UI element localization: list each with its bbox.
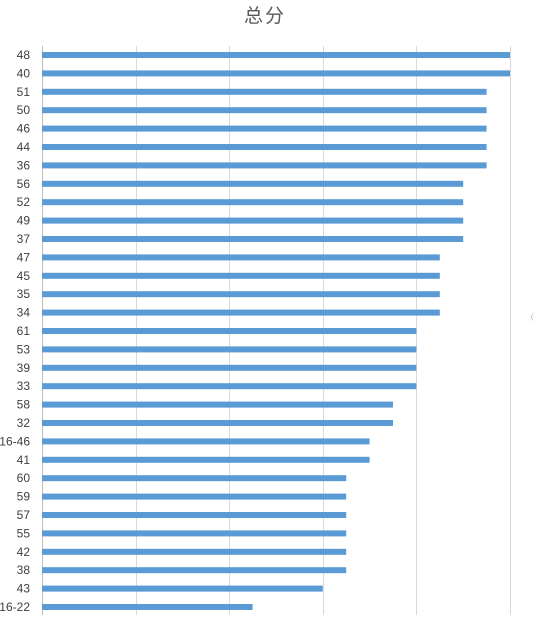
bar-41 <box>42 456 370 463</box>
bar-44 <box>42 144 487 150</box>
category-label: 36 <box>17 158 31 172</box>
category-label: 60 <box>17 471 31 485</box>
bar-56 <box>42 180 464 187</box>
category-label: 50 <box>17 103 31 117</box>
category-label: 46 <box>17 122 31 136</box>
bar-46 <box>42 125 487 132</box>
category-label: 49 <box>17 214 31 228</box>
category-label: 33 <box>17 379 31 393</box>
category-label: 47 <box>17 250 31 264</box>
category-label: 16-22 <box>0 600 30 614</box>
category-label: 41 <box>17 453 31 467</box>
chart-edge-handle <box>531 313 535 321</box>
category-label: 32 <box>17 416 31 430</box>
category-label: 39 <box>17 361 31 375</box>
category-label: 55 <box>17 526 31 540</box>
category-label: 43 <box>17 582 31 596</box>
bar-32 <box>42 420 393 426</box>
bar-16-22 <box>42 604 253 610</box>
bar-47 <box>42 254 440 261</box>
bar-34 <box>42 309 440 316</box>
bar-55 <box>42 530 347 537</box>
bar-35 <box>42 291 440 298</box>
category-label: 59 <box>17 490 31 504</box>
bar-43 <box>42 585 323 592</box>
category-label: 44 <box>17 140 31 154</box>
bars <box>42 52 510 610</box>
bar-33 <box>42 383 417 390</box>
bar-39 <box>42 364 417 371</box>
category-label: 40 <box>17 66 31 80</box>
category-label: 56 <box>17 177 31 191</box>
bar-42 <box>42 548 347 555</box>
category-label: 58 <box>17 398 31 412</box>
category-label: 34 <box>17 306 31 320</box>
bar-53 <box>42 346 417 353</box>
category-label: 53 <box>17 342 31 356</box>
bar-59 <box>42 493 347 500</box>
bar-37 <box>42 236 464 242</box>
bar-16-46 <box>42 438 370 445</box>
category-label: 16-46 <box>0 434 30 448</box>
bar-52 <box>42 199 464 206</box>
bar-40 <box>42 70 510 77</box>
bar-45 <box>42 272 440 279</box>
bar-48 <box>42 52 510 58</box>
category-label: 35 <box>17 287 31 301</box>
category-label: 61 <box>17 324 31 338</box>
bar-50 <box>42 107 487 114</box>
bar-38 <box>42 567 347 574</box>
chart-title: 总分 <box>243 5 286 27</box>
category-label: 57 <box>17 508 31 522</box>
category-labels: 48 40 51 50 46 44 36 56 52 49 37 47 45 35 34 61 53 39 33 58… <box>0 48 30 614</box>
category-label: 52 <box>17 195 31 209</box>
category-label: 37 <box>17 232 31 246</box>
category-label: 48 <box>17 48 31 62</box>
bar-61 <box>42 328 417 334</box>
category-label: 51 <box>17 85 31 99</box>
bar-36 <box>42 162 487 169</box>
bar-58 <box>42 401 393 408</box>
category-label: 38 <box>17 563 31 577</box>
bar-51 <box>42 88 487 95</box>
bar-49 <box>42 217 464 224</box>
category-label: 42 <box>17 545 31 559</box>
category-label: 45 <box>17 269 31 283</box>
bar-60 <box>42 475 347 482</box>
bar-57 <box>42 512 347 518</box>
